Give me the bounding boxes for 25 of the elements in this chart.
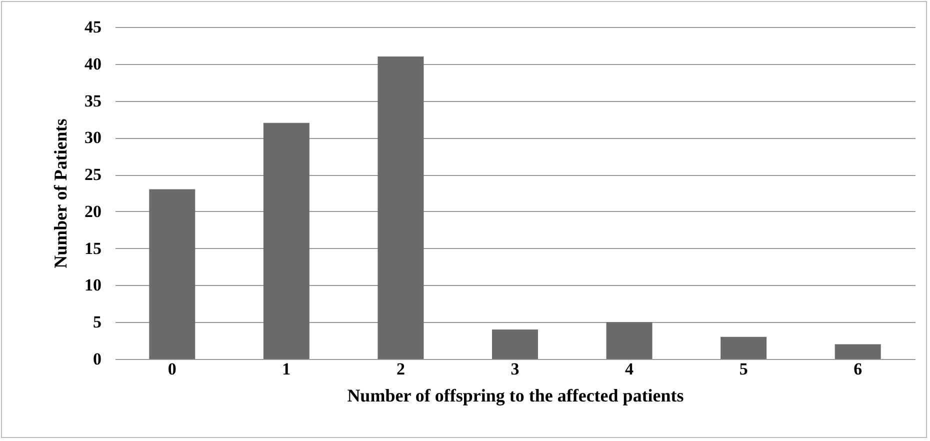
x-tick-label: 0 [168, 360, 176, 378]
x-tick-label: 5 [739, 360, 748, 378]
y-axis-title: Number of Patients [50, 118, 70, 268]
x-tick-label: 6 [854, 360, 862, 378]
y-tick-label: 20 [84, 202, 102, 221]
bar [263, 122, 310, 359]
x-axis-title: Number of offspring to the affected patients [347, 386, 684, 406]
x-tick-label: 4 [625, 360, 634, 378]
bar [492, 329, 538, 359]
y-tick-label: 10 [84, 276, 102, 295]
bar [149, 189, 196, 359]
x-tick-label: 3 [510, 360, 520, 378]
y-tick-label: 15 [84, 238, 102, 258]
bar [720, 336, 767, 359]
y-tick-label: 30 [84, 128, 102, 148]
x-tick-label: 1 [282, 360, 291, 378]
y-tick-label: 35 [84, 91, 102, 110]
bar [378, 56, 424, 359]
y-tick-label: 40 [84, 54, 102, 74]
y-tick-label: 25 [84, 165, 102, 184]
y-tick-label: 5 [93, 312, 102, 332]
y-tick-label: 45 [84, 18, 102, 36]
bar [606, 322, 652, 359]
x-tick-label: 2 [396, 360, 405, 378]
bar [834, 344, 881, 359]
